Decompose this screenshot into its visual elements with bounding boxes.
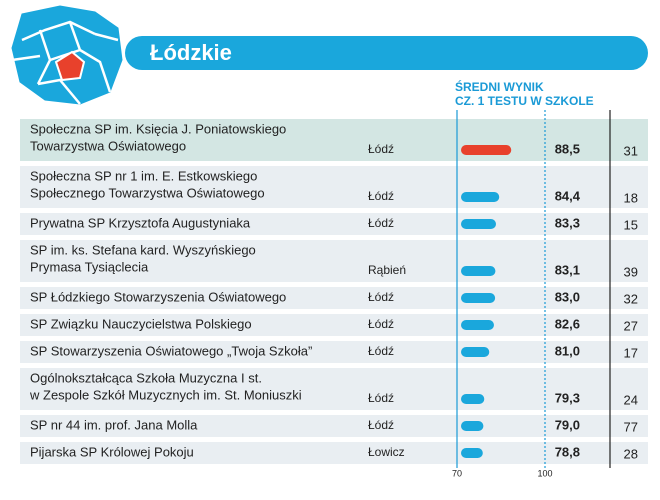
row-background — [20, 213, 648, 235]
town: Łódź — [368, 317, 394, 331]
column-value: 18 — [624, 190, 638, 205]
x-tick-label: 70 — [452, 468, 462, 478]
value-label: 79,3 — [555, 390, 580, 405]
school-name: Prywatna SP Krzysztofa Augustyniaka — [30, 215, 251, 230]
x-tick-label: 100 — [537, 468, 552, 478]
town: Łódź — [368, 216, 394, 230]
row-background — [20, 368, 648, 410]
town: Łódź — [368, 189, 394, 203]
town: Łódź — [368, 391, 394, 405]
school-name: Pijarska SP Królowej Pokoju — [30, 444, 194, 459]
column-value: 28 — [624, 446, 638, 461]
row-background — [20, 314, 648, 336]
school-name: Społeczna SP im. Księcia J. Poniatowskie… — [30, 121, 286, 136]
row-background — [20, 119, 648, 161]
bar — [461, 347, 490, 357]
value-label: 83,0 — [555, 289, 580, 304]
town: Łowicz — [368, 445, 405, 459]
school-name: SP nr 44 im. prof. Jana Molla — [30, 417, 198, 432]
value-label: 79,0 — [555, 417, 580, 432]
column-value: 32 — [624, 291, 638, 306]
school-name: Towarzystwa Oświatowego — [30, 138, 186, 153]
town: Łódź — [368, 418, 394, 432]
column-value: 77 — [624, 419, 638, 434]
value-label: 83,3 — [555, 215, 580, 230]
school-name: Społeczna SP nr 1 im. E. Estkowskiego — [30, 168, 257, 183]
school-name: Społecznego Towarzystwa Oświatowego — [30, 185, 265, 200]
value-label: 78,8 — [555, 444, 580, 459]
bar — [461, 145, 512, 155]
school-name: w Zespole Szkół Muzycznych im. St. Moniu… — [29, 387, 302, 402]
chart-title: Łódzkie — [150, 40, 232, 65]
row-background — [20, 240, 648, 282]
bar — [461, 266, 496, 276]
column-value: 39 — [624, 264, 638, 279]
map-icon — [11, 5, 123, 105]
town: Łódź — [368, 290, 394, 304]
value-label: 82,6 — [555, 316, 580, 331]
town: Łódź — [368, 344, 394, 358]
value-label: 88,5 — [555, 141, 580, 156]
town: Łódź — [368, 142, 394, 156]
title-banner — [125, 36, 648, 70]
value-label: 81,0 — [555, 343, 580, 358]
column-value: 31 — [624, 143, 638, 158]
town: Rąbień — [368, 263, 406, 277]
column-header: ŚREDNI WYNIK — [455, 79, 544, 94]
row-background — [20, 442, 648, 464]
school-name: SP Łódzkiego Stowarzyszenia Oświatowego — [30, 289, 286, 304]
column-header: CZ. 1 TESTU W SZKOLE — [455, 94, 594, 108]
bar — [461, 293, 496, 303]
column-value: 24 — [624, 392, 638, 407]
row-background — [20, 415, 648, 437]
bar — [461, 394, 485, 404]
column-value: 27 — [624, 318, 638, 333]
school-name: SP im. ks. Stefana kard. Wyszyńskiego — [30, 242, 256, 257]
row-background — [20, 341, 648, 363]
row-background — [20, 287, 648, 309]
column-value: 15 — [624, 217, 638, 232]
column-value: 17 — [624, 345, 638, 360]
bar — [461, 219, 497, 229]
bar — [461, 421, 484, 431]
value-label: 83,1 — [555, 262, 580, 277]
bar — [461, 192, 500, 202]
bar — [461, 320, 494, 330]
value-label: 84,4 — [555, 188, 581, 203]
school-name: Ogólnokształcąca Szkoła Muzyczna I st. — [30, 370, 262, 385]
school-name: Prymasa Tysiąclecia — [30, 259, 149, 274]
school-name: SP Związku Nauczycielstwa Polskiego — [30, 316, 252, 331]
school-name: SP Stowarzyszenia Oświatowego „Twoja Szk… — [30, 343, 312, 358]
row-background — [20, 166, 648, 208]
bar — [461, 448, 483, 458]
